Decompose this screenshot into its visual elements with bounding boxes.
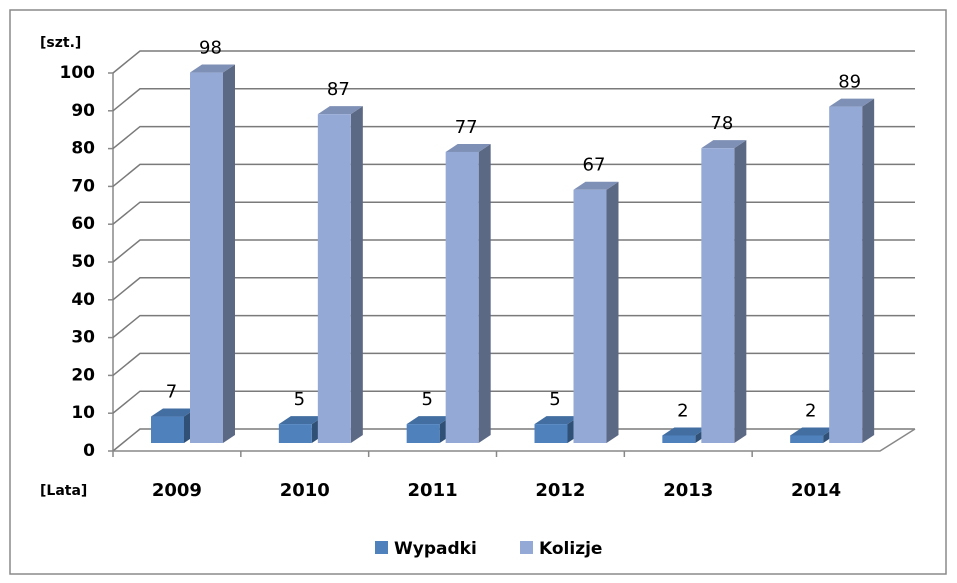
bar-side bbox=[606, 181, 619, 444]
legend-label: Kolizje bbox=[539, 539, 602, 559]
bar-top bbox=[534, 416, 580, 425]
y-tick-label: 40 bbox=[71, 290, 95, 310]
bar-side bbox=[734, 140, 747, 443]
bar bbox=[406, 416, 452, 443]
x-tick-label: 2013 bbox=[663, 480, 713, 501]
bar-side bbox=[478, 143, 491, 443]
grid-line bbox=[112, 352, 915, 376]
grid-line bbox=[112, 314, 915, 339]
bar-front bbox=[829, 106, 863, 443]
value-label: 5 bbox=[294, 389, 305, 410]
grid-line bbox=[112, 201, 915, 225]
bar bbox=[151, 408, 196, 443]
bar-front bbox=[406, 424, 440, 443]
bar-top bbox=[317, 106, 363, 115]
y-tick-label: 90 bbox=[71, 101, 95, 121]
value-label: 7 bbox=[166, 382, 177, 403]
bar-front bbox=[790, 435, 824, 443]
bar bbox=[190, 64, 235, 443]
grid-line bbox=[112, 163, 915, 187]
y-tick-label: 60 bbox=[71, 214, 95, 234]
y-tick-label: 100 bbox=[60, 63, 96, 83]
bar bbox=[573, 181, 619, 444]
bar-front bbox=[701, 148, 735, 443]
value-label: 77 bbox=[455, 117, 478, 138]
y-tick-label: 30 bbox=[71, 328, 95, 348]
y-tick-label: 10 bbox=[71, 403, 95, 423]
bar bbox=[534, 416, 580, 443]
grid-line bbox=[112, 239, 915, 263]
bar-side bbox=[223, 64, 235, 443]
grid-line bbox=[112, 50, 915, 74]
bar bbox=[701, 140, 747, 443]
x-tick-label: 2010 bbox=[280, 480, 330, 501]
y-tick-label: 50 bbox=[71, 252, 95, 272]
x-tick-label: 2009 bbox=[152, 480, 202, 501]
bar-top bbox=[662, 427, 708, 436]
bar-front bbox=[534, 424, 568, 443]
bar-top bbox=[151, 408, 196, 417]
bar-side bbox=[350, 106, 363, 443]
bar-top bbox=[790, 427, 836, 436]
grid-line bbox=[112, 428, 915, 452]
value-label: 78 bbox=[710, 113, 733, 134]
bar-front bbox=[151, 416, 184, 443]
bar-top bbox=[190, 64, 235, 73]
value-label: 5 bbox=[549, 389, 560, 410]
y-tick-label: 0 bbox=[83, 441, 95, 461]
grid-line bbox=[112, 88, 915, 112]
bar-front bbox=[445, 151, 479, 443]
y-tick-label: 20 bbox=[71, 365, 95, 385]
bar-front bbox=[573, 189, 607, 443]
legend-swatch bbox=[375, 541, 388, 554]
grid-line bbox=[112, 125, 915, 150]
y-axis-label: [szt.] bbox=[40, 35, 81, 51]
value-label: 67 bbox=[583, 155, 606, 176]
bar-front bbox=[317, 114, 351, 443]
value-label: 2 bbox=[677, 400, 688, 421]
bar-top bbox=[701, 140, 747, 149]
legend-swatch bbox=[520, 541, 533, 554]
bar-top bbox=[406, 416, 452, 425]
legend-label: Wypadki bbox=[394, 539, 477, 559]
y-tick-label: 70 bbox=[71, 176, 95, 196]
value-label: 89 bbox=[838, 72, 861, 93]
bar-front bbox=[278, 424, 312, 443]
grid-line bbox=[112, 277, 915, 301]
bar-top bbox=[829, 98, 875, 107]
bar bbox=[445, 143, 491, 443]
bar-top bbox=[573, 181, 619, 190]
bar-front bbox=[662, 435, 696, 443]
x-axis-label: [Lata] bbox=[40, 483, 87, 499]
value-label: 87 bbox=[327, 79, 350, 100]
bar bbox=[278, 416, 324, 443]
bar bbox=[317, 106, 363, 443]
bar-side bbox=[862, 98, 875, 443]
bar-front bbox=[190, 72, 223, 443]
grid-line bbox=[112, 390, 915, 414]
x-tick-label: 2011 bbox=[408, 480, 458, 501]
bar-top bbox=[445, 143, 491, 152]
x-tick-label: 2012 bbox=[535, 480, 585, 501]
bar-top bbox=[278, 416, 324, 425]
value-label: 98 bbox=[199, 38, 222, 59]
bar bbox=[829, 98, 875, 443]
value-label: 2 bbox=[805, 400, 816, 421]
value-label: 5 bbox=[421, 389, 432, 410]
y-tick-label: 80 bbox=[71, 139, 95, 159]
x-tick-label: 2014 bbox=[791, 480, 841, 501]
